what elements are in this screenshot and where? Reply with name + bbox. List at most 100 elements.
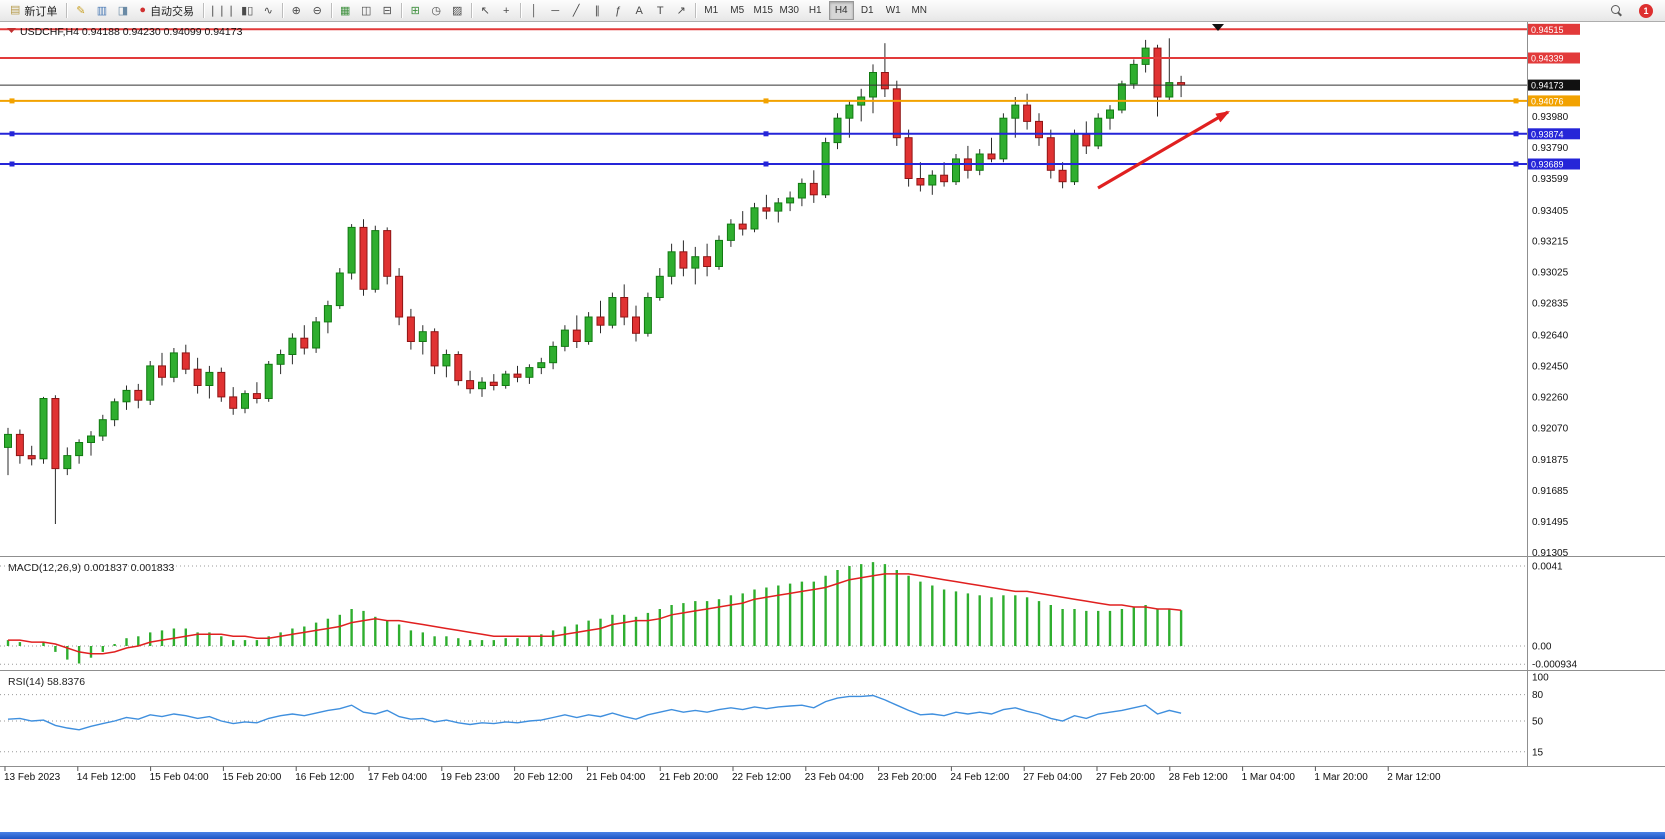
timeframe-button-m15[interactable]: M15 [753, 5, 773, 16]
line-chart-icon[interactable]: ∿ [263, 5, 273, 17]
channel-icon[interactable]: ∥ [594, 5, 600, 17]
autotrading-icon: ● [139, 4, 147, 16]
svg-text:0.91685: 0.91685 [1532, 486, 1569, 497]
indicators-icon[interactable]: ⊞ [410, 5, 420, 17]
text-icon[interactable]: A [635, 4, 643, 17]
timeframe-button-m1[interactable]: M1 [704, 5, 719, 16]
timeframe-switcher: M1 M5 M15 M30 H1 H4 D1 W1 MN [699, 1, 932, 20]
timeframe-button-h4[interactable]: H4 [828, 1, 854, 20]
time-axis[interactable]: 13 Feb 2023 14 Feb 12:00 15 Feb 04:00 15 Fe… [4, 766, 1441, 784]
label-icon[interactable]: T [656, 4, 664, 17]
chart-area: 0.93980 0.93790 0.93599 0.93405 0.93215 0.930… [0, 22, 1665, 832]
svg-text:100: 100 [1532, 673, 1549, 684]
autotrading-button[interactable]: ● 自动交易 [133, 2, 200, 20]
timeframe-button-m30[interactable]: M30 [779, 5, 799, 16]
toolbar-separator [400, 3, 402, 18]
line-handle[interactable] [9, 98, 15, 104]
line-handle[interactable] [763, 98, 769, 104]
toolbar: ▤ 新订单 ✎ ▥ ◨ ● 自动交易 ❘❘❘ ▮▯ ∿ ⊕ ⊖ ▦ ◫ ⊟ ⊞ ◷ ▨ ↖ + │ ─ ╱ ∥ ƒ A T… [0, 0, 1665, 22]
navigator-icon[interactable]: ◨ [117, 5, 129, 17]
macd-label: MACD(12,26,9) 0.001837 0.001833 [8, 562, 175, 574]
candlesticks [4, 38, 1186, 524]
svg-text:27 Feb 20:00: 27 Feb 20:00 [1096, 772, 1155, 783]
trendline-icon[interactable]: ╱ [572, 5, 580, 17]
price-tag: 0.94339 [1528, 52, 1580, 64]
svg-text:0.91875: 0.91875 [1532, 455, 1569, 466]
line-handle[interactable] [9, 161, 15, 167]
cursor-icon[interactable]: ↖ [480, 5, 490, 17]
new-order-button[interactable]: ▤ 新订单 [4, 2, 63, 20]
arrange-window-icon[interactable]: ⊟ [382, 5, 392, 17]
macd-histogram [6, 562, 1183, 664]
toolbar-separator [694, 3, 696, 18]
svg-text:0.91495: 0.91495 [1532, 517, 1569, 528]
fibonacci-icon[interactable]: ƒ [615, 4, 622, 17]
svg-text:0.93599: 0.93599 [1532, 174, 1569, 185]
arrow-tool-icon[interactable]: ↗ [676, 5, 686, 17]
pane-dividers[interactable] [0, 22, 1665, 767]
price-tag: 0.94515 [1528, 23, 1580, 35]
autotrading-label: 自动交易 [150, 5, 195, 18]
candlestick-icon[interactable]: ▮▯ [241, 5, 254, 17]
svg-text:24 Feb 12:00: 24 Feb 12:00 [950, 772, 1009, 783]
periods-icon[interactable]: ◷ [431, 5, 442, 17]
metaeditor-icon[interactable]: ✎ [76, 5, 86, 17]
split-window-icon[interactable]: ◫ [361, 5, 372, 17]
svg-text:0.94515: 0.94515 [1531, 25, 1564, 35]
templates-icon[interactable]: ▨ [452, 5, 463, 17]
notification-badge[interactable]: 1 [1639, 3, 1653, 18]
line-handle[interactable] [763, 161, 769, 167]
top-marker-icon[interactable] [1212, 24, 1224, 31]
search-icon[interactable] [1610, 4, 1623, 17]
svg-text:23 Feb 20:00: 23 Feb 20:00 [878, 772, 937, 783]
crosshair-icon[interactable]: + [503, 4, 510, 17]
macd-signal-line [8, 573, 1182, 655]
bar-chart-icon[interactable]: ❘❘❘ [208, 5, 236, 17]
timeframe-button-h1[interactable]: H1 [808, 5, 822, 16]
svg-text:20 Feb 12:00: 20 Feb 12:00 [514, 772, 573, 783]
svg-text:0.93980: 0.93980 [1532, 112, 1569, 123]
svg-text:19 Feb 23:00: 19 Feb 23:00 [441, 772, 500, 783]
horizontal-line-icon[interactable]: ─ [551, 4, 560, 17]
indicator-level-lines [0, 565, 1527, 753]
timeframe-button-w1[interactable]: W1 [885, 5, 901, 16]
chart-title: USDCHF,H4 0.94188 0.94230 0.94099 0.9417… [20, 26, 243, 38]
toolbar-separator [66, 3, 68, 18]
line-handle[interactable] [1513, 161, 1519, 167]
svg-text:2 Mar 12:00: 2 Mar 12:00 [1387, 772, 1441, 783]
svg-text:14 Feb 12:00: 14 Feb 12:00 [77, 772, 136, 783]
svg-text:0.92070: 0.92070 [1532, 423, 1569, 434]
line-handle[interactable] [9, 131, 15, 137]
svg-text:0.92640: 0.92640 [1532, 331, 1569, 342]
new-order-icon: ▤ [10, 4, 21, 16]
svg-text:13 Feb 2023: 13 Feb 2023 [4, 772, 61, 783]
market-watch-icon[interactable]: ▥ [96, 5, 108, 17]
timeframe-button-m5[interactable]: M5 [730, 5, 745, 16]
line-handle[interactable] [1513, 131, 1519, 137]
timeframe-button-d1[interactable]: D1 [860, 5, 874, 16]
price-chart-canvas[interactable]: 0.93980 0.93790 0.93599 0.93405 0.93215 0.930… [0, 22, 1665, 832]
svg-text:-0.000934: -0.000934 [1532, 660, 1577, 671]
toolbar-separator [330, 3, 332, 18]
zoom-out-icon[interactable]: ⊖ [312, 5, 322, 17]
new-order-label: 新订单 [24, 5, 58, 18]
price-tag: 0.94076 [1528, 95, 1580, 107]
vertical-line-icon[interactable]: │ [530, 4, 538, 17]
line-handle[interactable] [763, 131, 769, 137]
timeframe-button-mn[interactable]: MN [911, 5, 927, 16]
tile-windows-icon[interactable]: ▦ [340, 5, 351, 17]
line-handle[interactable] [1513, 98, 1519, 104]
trend-arrow[interactable] [1097, 110, 1230, 190]
rsi-axis: 100 80 50 15 [1532, 673, 1549, 759]
svg-text:21 Feb 20:00: 21 Feb 20:00 [659, 772, 718, 783]
svg-text:0.91305: 0.91305 [1532, 548, 1569, 559]
svg-text:15: 15 [1532, 747, 1544, 758]
svg-text:21 Feb 04:00: 21 Feb 04:00 [586, 772, 645, 783]
svg-text:28 Feb 12:00: 28 Feb 12:00 [1169, 772, 1228, 783]
zoom-in-icon[interactable]: ⊕ [291, 5, 301, 17]
svg-text:0.93405: 0.93405 [1532, 206, 1569, 217]
taskbar-strip [0, 832, 1665, 839]
svg-text:1 Mar 04:00: 1 Mar 04:00 [1242, 772, 1296, 783]
svg-text:0.93025: 0.93025 [1532, 268, 1569, 279]
svg-text:0.93790: 0.93790 [1532, 143, 1569, 154]
